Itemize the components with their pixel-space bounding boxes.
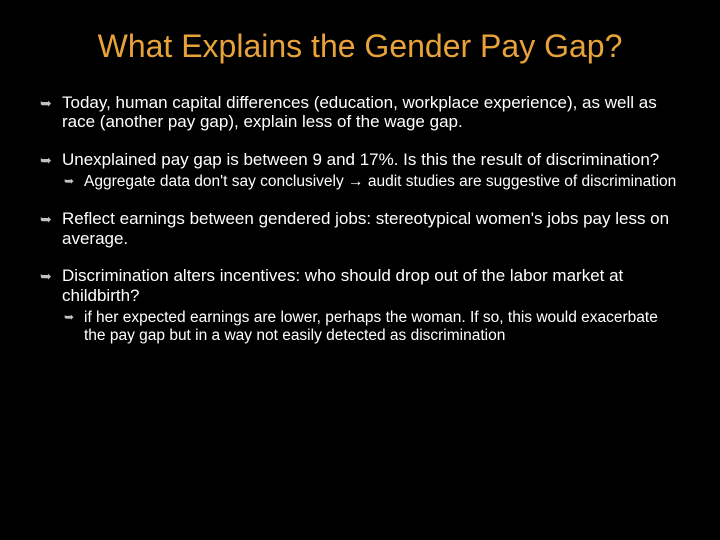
sub-item: ➥ Aggregate data don't say conclusively … — [62, 173, 680, 191]
sub-list: ➥ Aggregate data don't say conclusively … — [62, 173, 680, 191]
bullet-arrow-icon: ➥ — [40, 150, 62, 168]
sub-list: ➥ if her expected earnings are lower, pe… — [62, 309, 680, 345]
bullet-text-line: Discrimination alters incentives: who sh… — [62, 266, 623, 305]
bullet-text: Reflect earnings between gendered jobs: … — [62, 209, 680, 248]
bullet-item: ➥ Reflect earnings between gendered jobs… — [40, 209, 680, 248]
bullet-list: ➥ Today, human capital differences (educ… — [40, 93, 680, 345]
bullet-item: ➥ Discrimination alters incentives: who … — [40, 266, 680, 345]
sub-item: ➥ if her expected earnings are lower, pe… — [62, 309, 680, 345]
sub-text: Aggregate data don't say conclusively → … — [84, 173, 680, 191]
bullet-arrow-icon: ➥ — [40, 266, 62, 284]
bullet-text: Discrimination alters incentives: who sh… — [62, 266, 680, 345]
sub-bullet-arrow-icon: ➥ — [62, 173, 84, 189]
bullet-text-line: Unexplained pay gap is between 9 and 17%… — [62, 150, 659, 169]
bullet-arrow-icon: ➥ — [40, 209, 62, 227]
bullet-arrow-icon: ➥ — [40, 93, 62, 111]
bullet-text: Today, human capital differences (educat… — [62, 93, 680, 132]
slide: What Explains the Gender Pay Gap? ➥ Toda… — [0, 0, 720, 540]
sub-text: if her expected earnings are lower, perh… — [84, 309, 680, 345]
slide-title: What Explains the Gender Pay Gap? — [40, 28, 680, 65]
bullet-item: ➥ Today, human capital differences (educ… — [40, 93, 680, 132]
bullet-item: ➥ Unexplained pay gap is between 9 and 1… — [40, 150, 680, 191]
bullet-text: Unexplained pay gap is between 9 and 17%… — [62, 150, 680, 191]
sub-bullet-arrow-icon: ➥ — [62, 309, 84, 325]
